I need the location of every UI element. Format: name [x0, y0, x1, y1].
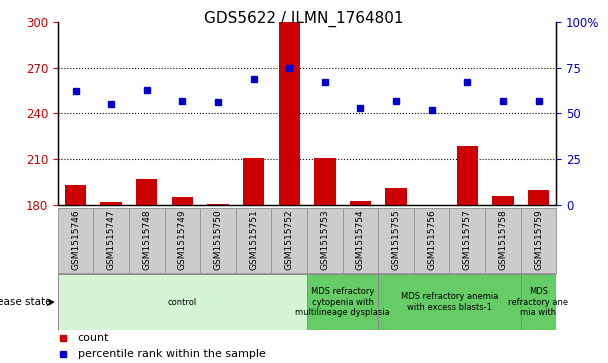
Bar: [278, 22, 300, 205]
Bar: [171, 197, 193, 205]
Text: GSM1515750: GSM1515750: [213, 209, 223, 270]
Bar: [307, 208, 343, 273]
Text: GSM1515758: GSM1515758: [499, 209, 508, 270]
Bar: [378, 208, 414, 273]
Bar: [58, 208, 94, 273]
Text: GSM1515748: GSM1515748: [142, 209, 151, 270]
Text: control: control: [168, 298, 197, 307]
Bar: [129, 208, 165, 273]
Bar: [314, 158, 336, 205]
Text: GSM1515756: GSM1515756: [427, 209, 436, 270]
Text: GSM1515755: GSM1515755: [392, 209, 401, 270]
Bar: [378, 274, 520, 330]
Bar: [165, 208, 200, 273]
Bar: [343, 208, 378, 273]
Text: GSM1515752: GSM1515752: [285, 209, 294, 270]
Text: GSM1515751: GSM1515751: [249, 209, 258, 270]
Bar: [100, 202, 122, 205]
Text: GSM1515757: GSM1515757: [463, 209, 472, 270]
Bar: [385, 188, 407, 205]
Text: count: count: [78, 333, 109, 343]
Bar: [58, 274, 307, 330]
Bar: [520, 274, 556, 330]
Bar: [243, 158, 264, 205]
Text: GDS5622 / ILMN_1764801: GDS5622 / ILMN_1764801: [204, 11, 404, 27]
Bar: [350, 200, 371, 205]
Bar: [457, 146, 478, 205]
Text: MDS
refractory ane
mia with: MDS refractory ane mia with: [508, 287, 568, 317]
Bar: [200, 208, 236, 273]
Text: disease state: disease state: [0, 297, 51, 307]
Bar: [449, 208, 485, 273]
Bar: [94, 208, 129, 273]
Bar: [65, 185, 86, 205]
Bar: [414, 208, 449, 273]
Text: GSM1515759: GSM1515759: [534, 209, 543, 270]
Bar: [520, 208, 556, 273]
Text: percentile rank within the sample: percentile rank within the sample: [78, 348, 266, 359]
Text: MDS refractory anemia
with excess blasts-1: MDS refractory anemia with excess blasts…: [401, 293, 498, 312]
Bar: [492, 196, 514, 205]
Bar: [207, 204, 229, 205]
Bar: [485, 208, 520, 273]
Text: GSM1515746: GSM1515746: [71, 209, 80, 270]
Bar: [528, 190, 549, 205]
Text: GSM1515749: GSM1515749: [178, 209, 187, 270]
Text: GSM1515754: GSM1515754: [356, 209, 365, 270]
Text: MDS refractory
cytopenia with
multilineage dysplasia: MDS refractory cytopenia with multilinea…: [295, 287, 390, 317]
Bar: [136, 179, 157, 205]
Text: GSM1515747: GSM1515747: [106, 209, 116, 270]
Bar: [271, 208, 307, 273]
Text: GSM1515753: GSM1515753: [320, 209, 330, 270]
Bar: [236, 208, 271, 273]
Bar: [307, 274, 378, 330]
